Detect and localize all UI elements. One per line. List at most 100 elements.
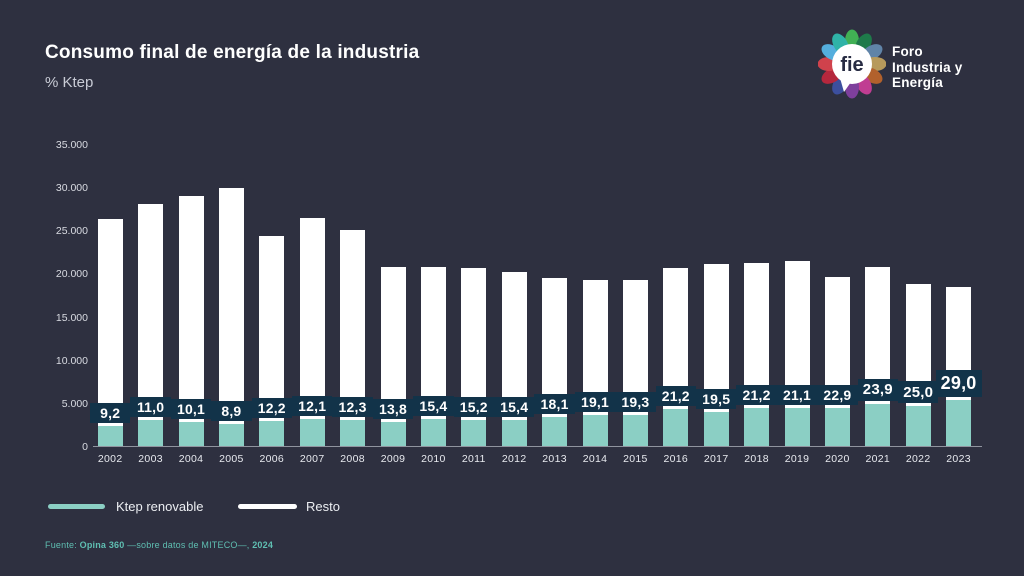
y-axis-tick-label: 15.000: [55, 311, 88, 324]
bar-segment-resto: [501, 271, 527, 421]
bar-pct-label: 15,2: [453, 397, 494, 418]
bar-segment-renovable: [865, 403, 891, 447]
chart-units-subtitle: % Ktep: [45, 74, 94, 91]
logo-wordmark: Foro Industria y Energía: [892, 44, 962, 91]
bar-pct-label: 23,9: [857, 378, 898, 401]
logo-line-3: Energía: [892, 75, 943, 90]
x-axis-tick-label: 2013: [542, 453, 567, 465]
bar-segment-renovable: [259, 421, 285, 447]
bar-segment-renovable: [905, 406, 931, 447]
bar-segment-renovable: [542, 416, 568, 447]
bar-segment-resto: [744, 263, 770, 409]
x-axis-tick-label: 2002: [97, 453, 123, 465]
bar-pct-label: 13,8: [372, 398, 414, 419]
bar-segment-resto: [703, 264, 729, 412]
bar-segment-renovable: [299, 419, 325, 447]
x-axis-tick-label: 2012: [501, 453, 527, 465]
bar-pct-label: 12,1: [292, 396, 333, 417]
bar-segment-renovable: [461, 420, 487, 447]
fie-logo: fie Foro Industria y Energía: [818, 24, 1018, 114]
source-year: 2024: [252, 540, 274, 550]
bar-segment-renovable: [703, 411, 729, 447]
bar-segment-renovable: [138, 420, 164, 447]
x-axis-tick-label: 2005: [219, 453, 244, 465]
x-axis-tick-label: 2010: [421, 453, 446, 465]
bar-segment-resto: [380, 266, 406, 422]
x-axis-tick-label: 2008: [340, 453, 365, 465]
bar-pct-label: 9,2: [90, 403, 131, 424]
x-axis-tick-label: 2015: [623, 453, 648, 465]
x-axis-tick-label: 2022: [905, 453, 931, 465]
legend-label-renovable: Ktep renovable: [116, 499, 204, 514]
y-axis-tick-label: 30.000: [55, 182, 88, 195]
bar-segment-resto: [259, 235, 285, 422]
bar-segment-renovable: [380, 421, 406, 447]
x-axis-tick-label: 2004: [178, 453, 204, 465]
x-axis-line: [93, 446, 982, 447]
logo-line-1: Foro: [892, 44, 923, 59]
bar-segment-renovable: [744, 408, 770, 447]
bar-segment-renovable: [218, 423, 244, 447]
bar-segment-resto: [178, 195, 204, 422]
source-middle: —sobre datos de MITECO—,: [124, 540, 253, 550]
y-axis-tick-label: 0: [82, 441, 88, 453]
bar-pct-label: 15,4: [413, 396, 454, 417]
bar-segment-resto: [218, 188, 244, 424]
bar-segment-renovable: [340, 420, 366, 447]
x-axis-tick-label: 2007: [299, 453, 325, 465]
x-axis-tick-label: 2017: [703, 453, 729, 465]
bar-pct-label: 12,3: [332, 397, 373, 418]
x-axis-tick-label: 2011: [461, 453, 486, 465]
bar-pct-label: 19,3: [615, 392, 656, 413]
bar-pct-label: 25,0: [898, 381, 939, 404]
bar-segment-renovable: [622, 415, 648, 447]
y-axis-tick-label: 5.000: [61, 397, 88, 410]
x-axis-tick-label: 2023: [946, 453, 971, 465]
source-note: Fuente: Opina 360 —sobre datos de MITECO…: [45, 540, 273, 550]
bar-segment-resto: [542, 277, 568, 417]
bar-segment-resto: [784, 261, 810, 409]
y-axis-tick-label: 10.000: [55, 354, 88, 367]
bar-segment-renovable: [946, 400, 972, 447]
x-axis-tick-label: 2021: [865, 453, 891, 465]
bar-pct-label: 18,1: [534, 393, 575, 414]
bar-segment-renovable: [501, 420, 527, 447]
x-axis-tick-label: 2014: [582, 453, 608, 465]
logo-line-2: Industria y: [892, 59, 963, 75]
bar-pct-label: 21,2: [655, 386, 696, 407]
y-axis-tick-label: 35.000: [55, 139, 88, 151]
bar-segment-renovable: [582, 415, 608, 447]
bar-segment-renovable: [824, 408, 850, 447]
fie-pinwheel-icon: fie: [818, 29, 886, 99]
bar-segment-renovable: [663, 409, 689, 447]
legend-label-resto: Resto: [306, 499, 340, 514]
bar-pct-label: 12,2: [251, 398, 292, 419]
x-axis-tick-label: 2006: [259, 453, 285, 465]
bar-pct-label: 8,9: [211, 400, 252, 421]
bar-pct-label: 21,2: [736, 385, 777, 406]
svg-text:fie: fie: [840, 54, 863, 76]
legend-swatch-resto: [238, 504, 297, 509]
legend-swatch-renovable: [48, 504, 105, 509]
bar-pct-label: 19,1: [574, 392, 616, 413]
x-axis-tick-label: 2018: [744, 453, 769, 465]
x-axis-tick-label: 2016: [663, 453, 689, 465]
bar-segment-resto: [299, 218, 325, 420]
y-axis-tick-label: 25.000: [55, 225, 88, 238]
bar-segment-resto: [97, 219, 123, 427]
x-axis-tick-label: 2009: [380, 453, 406, 465]
bar-segment-resto: [340, 230, 366, 421]
source-prefix: Fuente:: [45, 540, 80, 550]
x-axis-tick-label: 2020: [825, 453, 850, 465]
source-org: Opina 360: [79, 540, 125, 550]
bar-pct-label: 11,0: [130, 397, 171, 418]
bar-segment-renovable: [784, 408, 810, 447]
bar-pct-label: 19,5: [696, 388, 737, 409]
bar-pct-label: 21,1: [776, 385, 818, 406]
page-title: Consumo final de energía de la industria: [45, 42, 420, 63]
bar-segment-renovable: [420, 419, 446, 447]
bar-pct-label: 29,0: [935, 370, 982, 398]
y-axis-tick-label: 20.000: [55, 268, 88, 281]
